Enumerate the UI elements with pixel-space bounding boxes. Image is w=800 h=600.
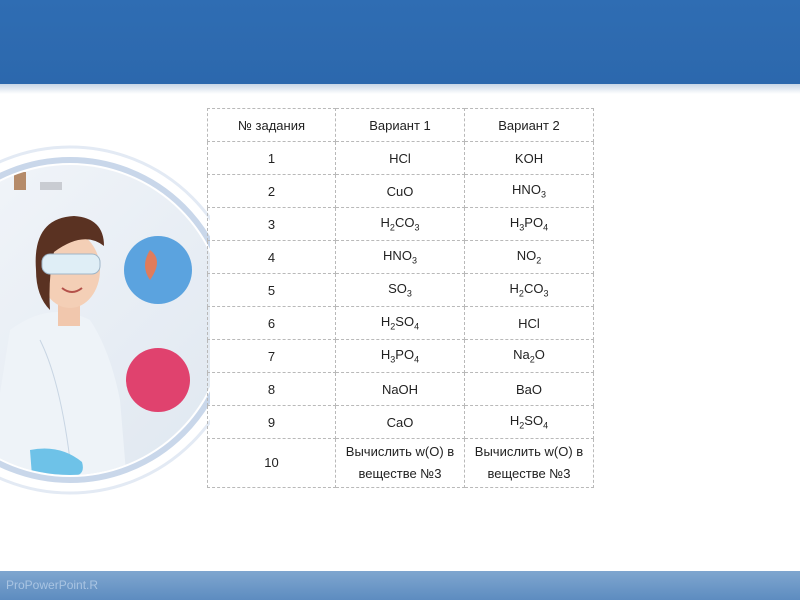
cell-task-number: 8 [207, 372, 336, 406]
table-row: 2 CuO HNO3 [207, 174, 594, 208]
header-variant-1: Вариант 1 [335, 108, 465, 142]
cell-variant-2: H3PO4 [464, 207, 594, 241]
cell-task-number: 1 [207, 141, 336, 175]
header-shadow [0, 84, 800, 94]
cell-variant-1: HCl [335, 141, 465, 175]
cell-variant-2: HNO3 [464, 174, 594, 208]
table-row: 6 H2SO4 HCl [207, 306, 594, 340]
assignments-table: № задания Вариант 1 Вариант 2 1 HCl KOH 2 Cu… [207, 108, 594, 488]
table-row: 1 HCl KOH [207, 141, 594, 175]
cell-variant-2: KOH [464, 141, 594, 175]
cell-variant-2: H2CO3 [464, 273, 594, 307]
footer-band [0, 571, 800, 600]
cell-variant-1: CaO [335, 405, 465, 439]
cell-variant-2: HCl [464, 306, 594, 340]
cell-task-number: 2 [207, 174, 336, 208]
table-row: 10 Вычислить w(O) в веществе №3 Вычислить … [207, 438, 594, 488]
cell-variant-1: H2CO3 [335, 207, 465, 241]
cell-variant-2: NO2 [464, 240, 594, 274]
cell-task-number: 5 [207, 273, 336, 307]
header-task-number: № задания [207, 108, 336, 142]
cell-task-number: 7 [207, 339, 336, 373]
cell-task-number: 9 [207, 405, 336, 439]
cell-variant-2: Вычислить w(O) в веществе №3 [464, 438, 594, 488]
table-header-row: № задания Вариант 1 Вариант 2 [207, 108, 594, 142]
header-variant-2: Вариант 2 [464, 108, 594, 142]
cell-task-number: 3 [207, 207, 336, 241]
table-row: 8 NaOH BaO [207, 372, 594, 406]
table-row: 9 CaO H2SO4 [207, 405, 594, 439]
cell-variant-1: SO3 [335, 273, 465, 307]
scientist-photo [0, 130, 210, 550]
table-row: 5 SO3 H2CO3 [207, 273, 594, 307]
cell-variant-2: H2SO4 [464, 405, 594, 439]
cell-variant-1: NaOH [335, 372, 465, 406]
cell-task-number: 6 [207, 306, 336, 340]
cell-variant-1: H3PO4 [335, 339, 465, 373]
cell-task-number: 4 [207, 240, 336, 274]
watermark: ProPowerPoint.R [6, 578, 99, 592]
cell-variant-2: Na2O [464, 339, 594, 373]
cell-variant-1: CuO [335, 174, 465, 208]
header-band [0, 0, 800, 84]
cell-task-number: 10 [207, 438, 336, 488]
cell-variant-2: BaO [464, 372, 594, 406]
cell-variant-1: Вычислить w(O) в веществе №3 [335, 438, 465, 488]
cell-variant-1: HNO3 [335, 240, 465, 274]
cell-variant-1: H2SO4 [335, 306, 465, 340]
table-row: 3 H2CO3 H3PO4 [207, 207, 594, 241]
table-row: 7 H3PO4 Na2O [207, 339, 594, 373]
table-row: 4 HNO3 NO2 [207, 240, 594, 274]
